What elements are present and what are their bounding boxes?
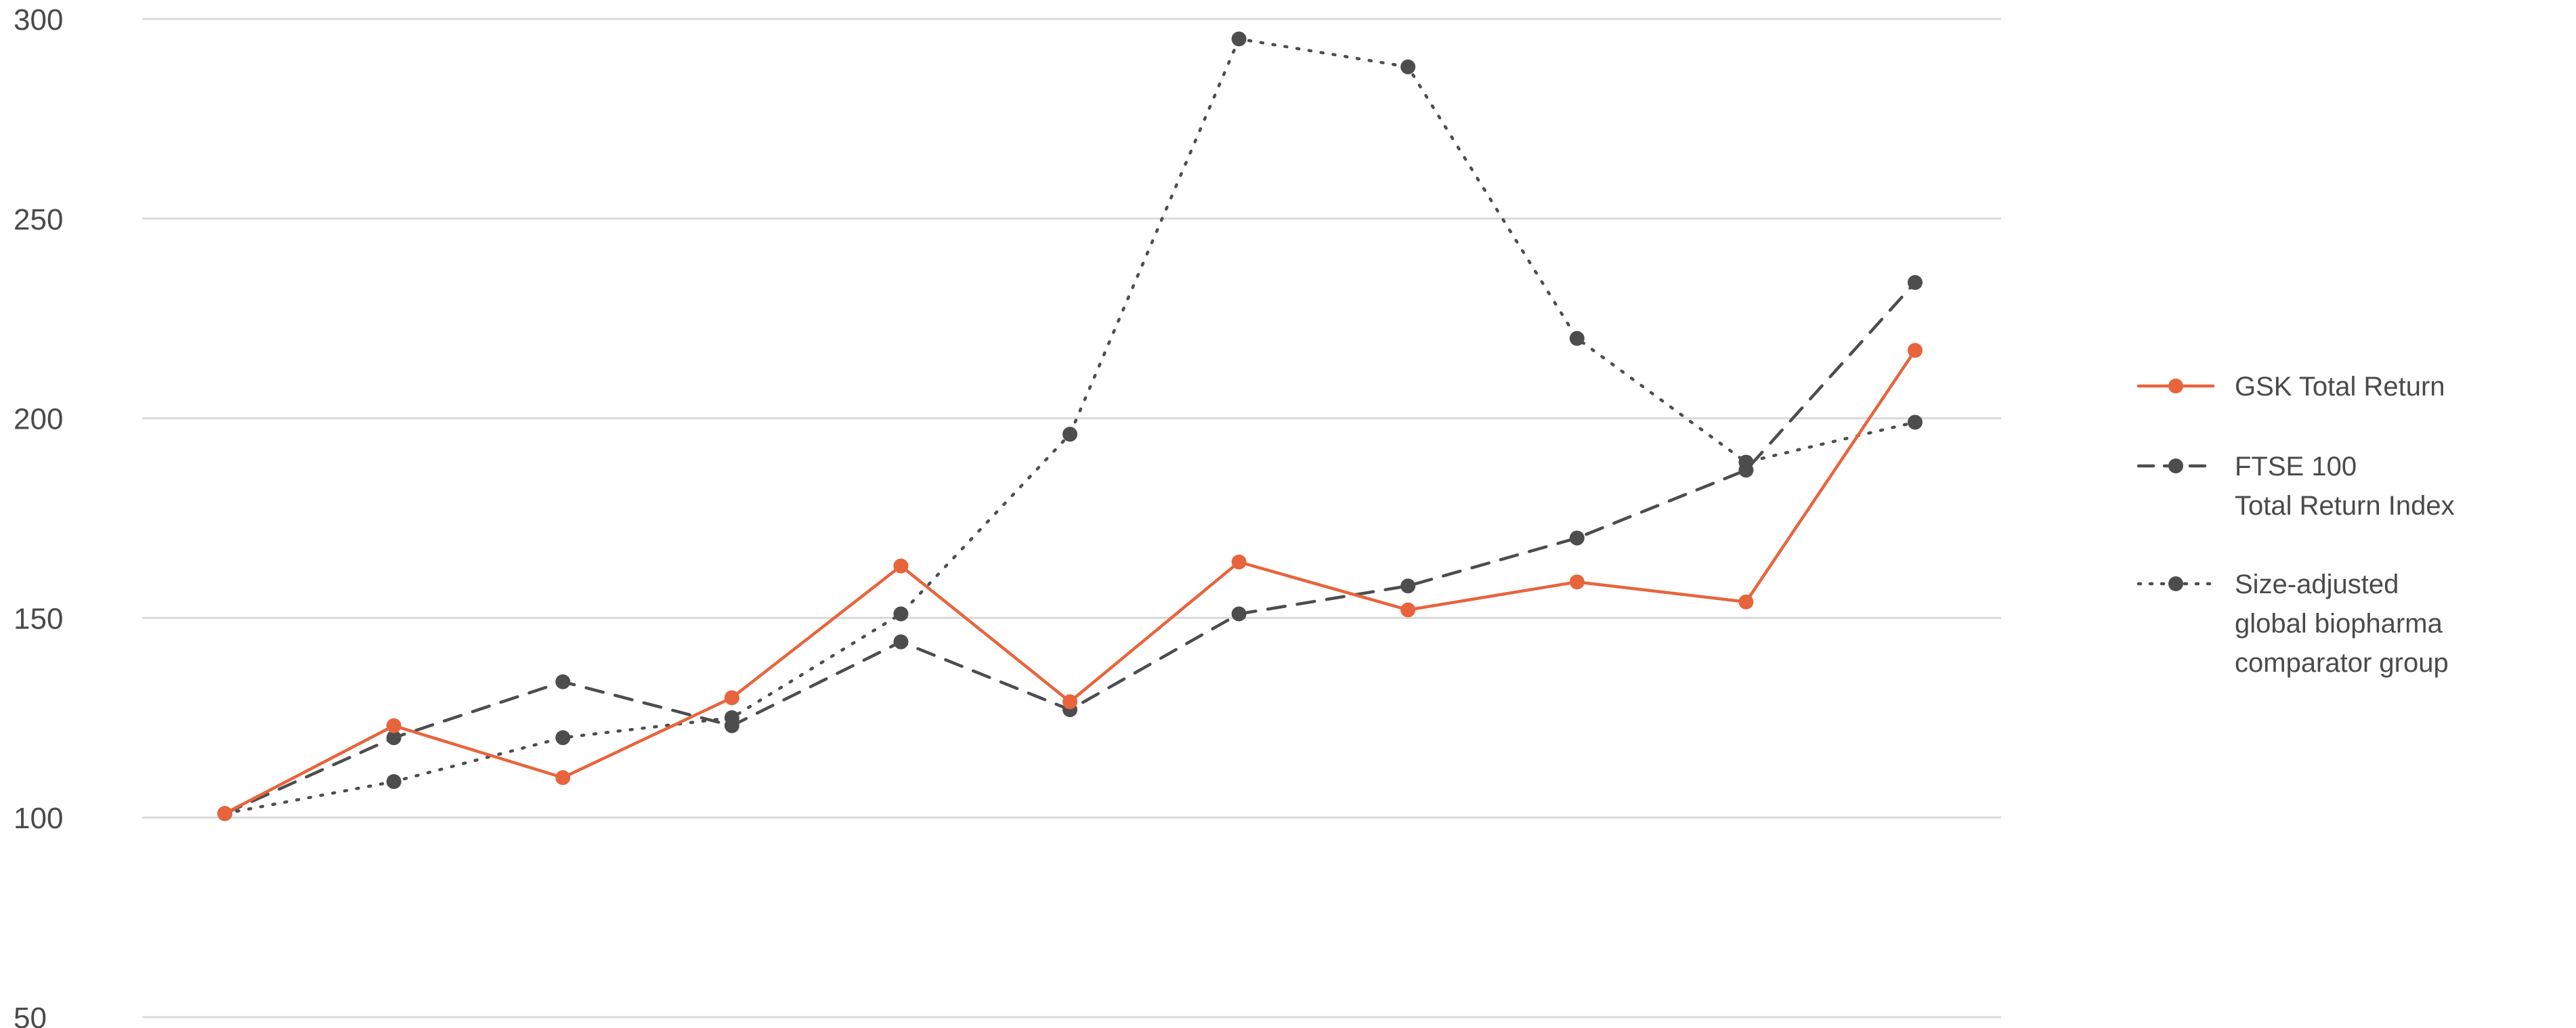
data-point (893, 634, 909, 649)
data-point (1231, 606, 1247, 622)
data-point (386, 718, 402, 733)
data-point (1400, 59, 1416, 74)
data-point (1231, 554, 1247, 570)
series-0 (217, 343, 1923, 821)
legend-swatch-marker (2168, 379, 2183, 393)
data-point (1569, 330, 1585, 346)
data-point (1738, 594, 1754, 609)
y-tick-label: 200 (14, 403, 63, 436)
data-point (893, 558, 909, 574)
data-point (1231, 31, 1247, 47)
data-point (1569, 530, 1585, 546)
data-point (1908, 275, 1923, 291)
data-point (1738, 463, 1754, 478)
legend-label: Total Return Index (2235, 491, 2455, 521)
data-point (724, 718, 739, 733)
y-axis-ticks: 50 100 150 200 250 300 (14, 3, 63, 1028)
legend-item-0: GSK Total Return (2137, 372, 2445, 402)
legend-label: FTSE 100 (2235, 452, 2357, 481)
legend-item-2: Size-adjusted global biopharma comparator … (2137, 570, 2449, 678)
legend-label: Size-adjusted (2235, 570, 2399, 599)
y-tick-label: 250 (14, 203, 63, 236)
data-point (555, 674, 571, 689)
legend-label: global biopharma (2235, 609, 2443, 639)
data-point (893, 606, 909, 622)
data-point (1908, 343, 1923, 358)
series-lines (217, 31, 1923, 821)
y-tick-label: 300 (14, 3, 63, 37)
legend: GSK Total Return FTSE 100 Total Return Ind… (2137, 372, 2455, 678)
data-point (724, 690, 739, 706)
legend-label: comparator group (2235, 648, 2449, 678)
data-point (386, 730, 402, 746)
legend-swatch-marker (2168, 576, 2183, 591)
data-point (1400, 578, 1416, 594)
legend-swatch-marker (2168, 458, 2183, 473)
series-line (223, 280, 1917, 815)
data-point (386, 774, 402, 790)
data-point (555, 770, 571, 786)
y-tick-label: 50 (14, 1002, 47, 1028)
series-1 (217, 275, 1923, 821)
data-point (1062, 694, 1077, 710)
y-tick-label: 150 (14, 602, 63, 635)
data-point (1062, 427, 1077, 442)
data-point (1400, 602, 1416, 618)
legend-label: GSK Total Return (2235, 372, 2445, 402)
data-point (217, 806, 232, 821)
data-point (1908, 414, 1923, 430)
y-tick-label: 100 (14, 802, 63, 835)
gridlines (142, 18, 2001, 1019)
data-point (1569, 574, 1585, 590)
legend-item-1: FTSE 100 Total Return Index (2137, 452, 2455, 521)
data-point (555, 730, 571, 746)
series-line (223, 349, 1917, 815)
